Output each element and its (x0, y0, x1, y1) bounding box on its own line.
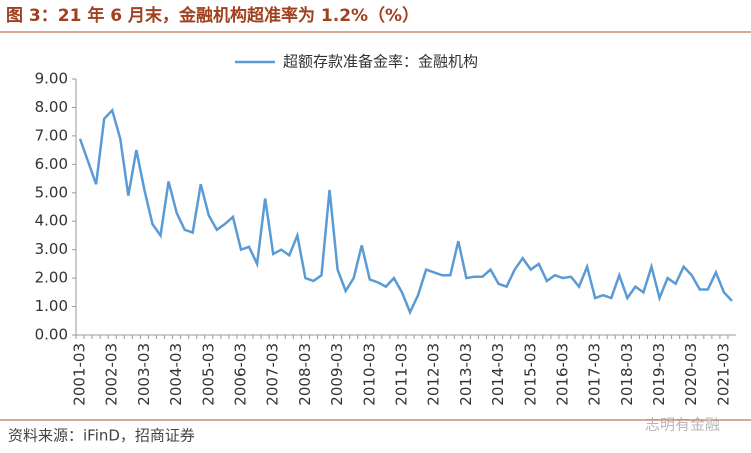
x-tick-label: 2002-03 (103, 343, 121, 406)
x-tick-label: 2016-03 (553, 343, 571, 406)
x-tick-label: 2014-03 (489, 343, 507, 406)
y-tick-label: 0.00 (35, 326, 68, 344)
y-tick-label: 3.00 (35, 240, 68, 258)
y-tick-label: 5.00 (35, 183, 68, 201)
x-tick-label: 2021-03 (714, 343, 732, 406)
y-tick-label: 7.00 (35, 126, 68, 144)
x-tick-label: 2008-03 (296, 343, 314, 406)
x-tick-label: 2012-03 (425, 343, 443, 406)
x-tick-label: 2017-03 (586, 343, 604, 406)
legend-label: 超额存款准备金率：金融机构 (283, 53, 478, 71)
y-tick-label: 4.00 (35, 212, 68, 230)
source: 资料来源：iFinD，招商证券 (8, 427, 195, 445)
y-tick-label: 2.00 (35, 269, 68, 287)
chart-title: 图 3：21 年 6 月末，金融机构超准率为 1.2%（%） (6, 5, 419, 26)
y-tick-label: 1.00 (35, 297, 68, 315)
watermark: 志明有金融 (645, 416, 720, 434)
x-tick-label: 2006-03 (232, 343, 250, 406)
x-tick-label: 2005-03 (199, 343, 217, 406)
x-tick-label: 2018-03 (618, 343, 636, 406)
x-tick-label: 2013-03 (457, 343, 475, 406)
series-line (78, 107, 733, 316)
x-tick-label: 2004-03 (167, 343, 185, 406)
y-tick-label: 6.00 (35, 155, 68, 173)
x-tick-label: 2019-03 (650, 343, 668, 406)
x-tick-label: 2003-03 (135, 343, 153, 406)
x-tick-label: 2015-03 (521, 343, 539, 406)
x-tick-label: 2001-03 (71, 343, 89, 406)
x-tick-label: 2010-03 (360, 343, 378, 406)
y-tick-label: 8.00 (35, 98, 68, 116)
x-tick-label: 2007-03 (264, 343, 282, 406)
x-tick-label: 2020-03 (682, 343, 700, 406)
x-tick-label: 2009-03 (328, 343, 346, 406)
y-tick-label: 9.00 (35, 70, 68, 88)
x-tick-label: 2011-03 (392, 343, 410, 406)
